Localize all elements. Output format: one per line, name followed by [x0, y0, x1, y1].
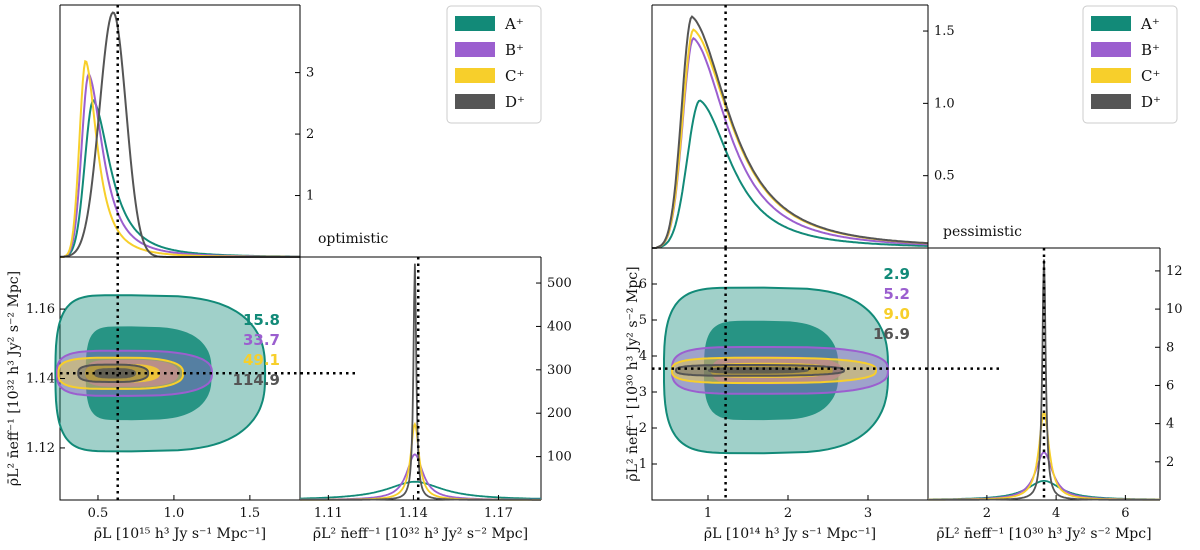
contour-xtick-label: 2 — [784, 506, 792, 521]
pdf2-ytick-label: 300 — [547, 363, 572, 378]
pdf2-ytick-label: 10 — [1166, 302, 1183, 317]
contour-D-1sigma — [94, 368, 136, 379]
legend-swatch-D — [1091, 94, 1131, 109]
legend-swatch-C — [455, 68, 495, 83]
pdf2-x-axis-label: ρ̄L² n̄eff⁻¹ [10³⁰ h³ Jy² s⁻² Mpc] — [936, 526, 1151, 542]
pdf1-ytick-label: 1.5 — [934, 24, 955, 39]
contour-frame — [651, 247, 929, 501]
x-axis-label: ρ̄L [10¹⁴ h³ Jy s⁻¹ Mpc⁻¹] — [704, 526, 876, 542]
pdf1-curve-C — [652, 28, 928, 249]
pdf2-ytick-label: 100 — [547, 450, 572, 465]
contour-xtick-label: 1.0 — [164, 506, 185, 521]
scenario-label: optimistic — [318, 231, 389, 247]
pdf1-curve-B — [60, 71, 300, 258]
pdf2-ytick-label: 500 — [547, 276, 572, 291]
fom-value-A: 15.8 — [243, 311, 280, 329]
contour-ytick-label: 1 — [639, 457, 647, 472]
pdf1-curve-C — [60, 59, 300, 258]
pdf1-ytick-label: 1 — [306, 189, 314, 204]
contour-ytick-label: 4 — [639, 349, 647, 364]
legend-label-A: A⁺ — [1140, 15, 1160, 33]
fom-value-B: 33.7 — [243, 331, 280, 349]
contour-ytick-label: 3 — [639, 385, 647, 400]
fom-value-D: 16.9 — [873, 325, 910, 343]
legend-swatch-C — [1091, 68, 1131, 83]
legend-swatch-B — [455, 42, 495, 57]
pdf2-curve-D — [928, 259, 1160, 501]
pdf2-ytick-label: 400 — [547, 319, 572, 334]
legend-label-A: A⁺ — [504, 15, 524, 33]
legend: A⁺ B⁺ C⁺ D⁺ — [1082, 5, 1178, 124]
pdf2-curve-D — [300, 263, 541, 501]
fom-value-B: 5.2 — [883, 285, 910, 303]
legend-label-D: D⁺ — [1141, 93, 1161, 111]
fom-value-D: 114.9 — [233, 371, 280, 389]
legend-swatch-D — [455, 94, 495, 109]
pdf1-curve-B — [652, 36, 928, 249]
y-axis-label: ρ̄L² n̄eff⁻¹ [10³² h³ Jy² s⁻² Mpc] — [6, 271, 22, 486]
pdf2-ytick-label: 4 — [1166, 417, 1174, 432]
legend-box — [1082, 5, 1178, 124]
contour-xtick-label: 0.5 — [88, 506, 109, 521]
pdf1-curve-A — [60, 99, 300, 258]
panel-optimistic: 1 2 3 0.5 1.0 1.5 1.12 1.14 1.16 ρ̄L [10¹⁵ h³ Jy … — [6, 4, 572, 542]
pdf2-ytick-label: 12 — [1166, 264, 1183, 279]
legend-swatch-A — [1091, 16, 1131, 31]
legend-label-B: B⁺ — [505, 41, 524, 59]
contour-ytick-label: 1.16 — [26, 302, 55, 317]
pdf1-curve-D — [652, 15, 928, 249]
legend-label-B: B⁺ — [1141, 41, 1160, 59]
pdf2-ytick-label: 8 — [1166, 340, 1174, 355]
pdf1-ytick-label: 1.0 — [934, 96, 955, 111]
pdf2-xtick-label: 6 — [1121, 506, 1129, 521]
pdf1-ytick-label: 3 — [306, 66, 314, 81]
fom-value-C: 9.0 — [883, 305, 910, 323]
pdf2-x-axis-label: ρ̄L² n̄eff⁻¹ [10³² h³ Jy² s⁻² Mpc] — [313, 526, 528, 542]
contour-ytick-label: 1.12 — [26, 441, 55, 456]
legend-label-C: C⁺ — [505, 67, 524, 85]
pdf2-ytick-label: 6 — [1166, 378, 1174, 393]
contour-ytick-label: 6 — [639, 277, 647, 292]
legend-box — [446, 5, 542, 124]
pdf2-xtick-label: 1.14 — [399, 506, 428, 521]
y-axis-label: ρ̄L² n̄eff⁻¹ [10³⁰ h³ Jy² s⁻² Mpc] — [625, 266, 641, 481]
pdf2-ytick-label: 2 — [1166, 455, 1174, 470]
pdf1-ytick-label: 2 — [306, 127, 314, 142]
pdf2-xtick-label: 1.17 — [484, 506, 513, 521]
legend: A⁺ B⁺ C⁺ D⁺ — [446, 5, 542, 124]
pdf2-xtick-label: 2 — [983, 506, 991, 521]
fom-value-C: 49.1 — [243, 351, 280, 369]
contour-ytick-label: 1.14 — [26, 372, 55, 387]
legend-swatch-A — [455, 16, 495, 31]
contour-ytick-label: 5 — [639, 313, 647, 328]
pdf1-curve-A — [652, 99, 928, 249]
pdf1-ytick-label: 0.5 — [934, 169, 955, 184]
pdf2-ytick-label: 200 — [547, 406, 572, 421]
pdf2-xtick-label: 1.11 — [314, 506, 343, 521]
contour-xtick-label: 1 — [704, 506, 712, 521]
x-axis-label: ρ̄L [10¹⁵ h³ Jy s⁻¹ Mpc⁻¹] — [94, 526, 266, 542]
legend-label-C: C⁺ — [1141, 67, 1160, 85]
legend-label-D: D⁺ — [505, 93, 525, 111]
contour-xtick-label: 3 — [864, 506, 872, 521]
legend-swatch-B — [1091, 42, 1131, 57]
contour-xtick-label: 1.5 — [240, 506, 261, 521]
pdf2-xtick-label: 4 — [1052, 506, 1060, 521]
fom-value-A: 2.9 — [883, 265, 910, 283]
pdf2-curve-C — [299, 421, 541, 501]
scenario-label: pessimistic — [943, 224, 1022, 240]
contour-ytick-label: 2 — [639, 421, 647, 436]
